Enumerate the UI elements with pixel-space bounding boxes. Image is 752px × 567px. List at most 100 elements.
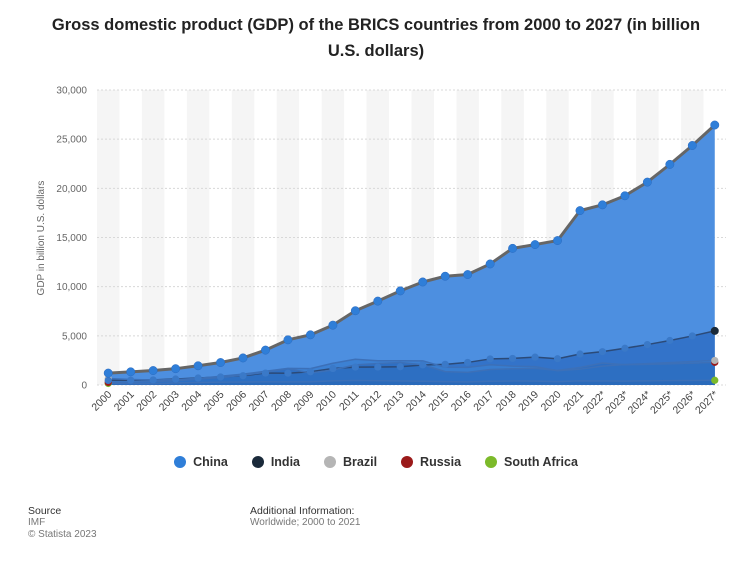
area-south-africa	[108, 380, 715, 385]
x-tick-label: 2020	[539, 389, 564, 414]
point-india	[576, 350, 584, 358]
x-tick-label: 2003	[157, 389, 182, 414]
source-line: © Statista 2023	[28, 529, 97, 540]
y-tick-label: 10,000	[56, 282, 87, 293]
x-tick-label: 2022*	[581, 389, 609, 417]
legend-label: India	[270, 455, 300, 469]
point-india	[666, 336, 674, 345]
point-india	[688, 332, 696, 340]
legend-marker-icon	[174, 456, 187, 468]
x-tick-label: 2023*	[603, 389, 631, 417]
x-tick-label: 2000	[89, 389, 114, 414]
point-china	[350, 306, 360, 316]
y-tick-label: 25,000	[56, 135, 87, 146]
point-india	[306, 368, 315, 376]
additional-info-text: Worldwide; 2000 to 2021	[250, 517, 361, 528]
point-brazil	[711, 356, 719, 365]
point-china	[238, 353, 248, 363]
area-russia	[108, 362, 715, 385]
x-tick-label: 2001	[112, 389, 137, 414]
point-india	[553, 355, 562, 363]
point-china	[305, 330, 315, 340]
point-china	[395, 286, 405, 296]
legend-marker-icon	[251, 456, 264, 468]
series-lines	[108, 123, 716, 385]
point-india	[104, 376, 112, 384]
point-china	[710, 120, 720, 130]
point-china	[508, 243, 518, 253]
y-tick-label: 20,000	[56, 184, 87, 195]
line-russia	[108, 361, 715, 384]
point-china	[328, 320, 338, 330]
point-india	[239, 372, 247, 380]
point-india	[396, 363, 404, 371]
point-china	[463, 270, 473, 279]
point-china	[620, 191, 630, 201]
year-band	[97, 90, 120, 385]
chart-area: 0 5,000 10,000 15,000 20,000 25,000 30,000 200…	[36, 86, 726, 417]
x-tick-label: 2002	[134, 389, 159, 414]
point-india	[441, 360, 449, 368]
legend-item-brazil[interactable]: Brazil	[324, 455, 377, 469]
point-china	[665, 159, 675, 169]
x-tick-label: 2004	[179, 389, 204, 414]
point-china	[148, 366, 158, 375]
line-china	[108, 123, 716, 375]
year-band	[231, 90, 255, 385]
x-tick-label: 2006	[224, 389, 249, 414]
point-china	[171, 364, 181, 374]
area-china	[108, 125, 715, 385]
x-axis-ticks: 2000200120022003200420052006200720082009…	[89, 389, 721, 417]
series-areas	[108, 125, 715, 385]
source-heading: Source	[28, 505, 62, 517]
point-china	[575, 206, 585, 216]
additional-info-block: Additional Information: Worldwide; 2000 …	[250, 505, 360, 529]
legend-label: Russia	[420, 455, 462, 469]
legend-item-china[interactable]: China	[174, 455, 228, 469]
legend-item-russia[interactable]: Russia	[401, 455, 461, 469]
point-india	[261, 369, 270, 377]
legend-label: China	[193, 455, 228, 469]
x-tick-label: 2019	[516, 389, 541, 414]
point-india	[710, 326, 719, 335]
point-india	[531, 353, 539, 361]
point-china	[530, 240, 540, 250]
point-india	[216, 373, 225, 381]
legend-item-south-africa[interactable]: South Africa	[485, 455, 578, 469]
y-axis-label: GDP in billion U.S. dollars	[36, 181, 47, 296]
series-points	[103, 120, 720, 388]
point-india	[486, 355, 494, 363]
legend-marker-icon	[324, 456, 336, 468]
legend-item-india[interactable]: India	[251, 455, 300, 469]
point-china	[373, 296, 383, 306]
x-tick-label: 2016	[449, 389, 474, 414]
x-tick-label: 2011	[337, 389, 362, 414]
point-india	[329, 364, 337, 373]
point-south-africa	[711, 376, 719, 384]
source-line: IMF	[28, 517, 46, 528]
line-brazil	[108, 358, 715, 381]
x-tick-label: 2026*	[671, 389, 699, 417]
y-tick-label: 15,000	[56, 233, 87, 244]
legend-marker-icon	[485, 456, 498, 468]
point-china	[485, 259, 495, 269]
y-tick-label: 30,000	[56, 86, 87, 97]
point-china	[553, 236, 562, 246]
x-tick-label: 2012	[359, 389, 384, 414]
point-india	[464, 358, 472, 367]
legend-label: Brazil	[343, 455, 378, 469]
year-band	[276, 90, 300, 385]
y-tick-label: 5,000	[62, 331, 87, 342]
point-india	[621, 344, 629, 352]
point-china	[418, 277, 428, 287]
x-tick-label: 2018	[494, 389, 519, 414]
x-tick-label: 2014	[404, 389, 429, 414]
x-tick-label: 2015	[426, 389, 451, 414]
x-tick-label: 2017	[471, 389, 496, 414]
point-china	[642, 177, 652, 187]
x-tick-label: 2025*	[648, 389, 676, 417]
x-tick-label: 2013	[381, 389, 406, 414]
x-tick-label: 2010	[314, 389, 339, 414]
point-china	[216, 358, 226, 367]
legend-label: South Africa	[504, 455, 578, 469]
